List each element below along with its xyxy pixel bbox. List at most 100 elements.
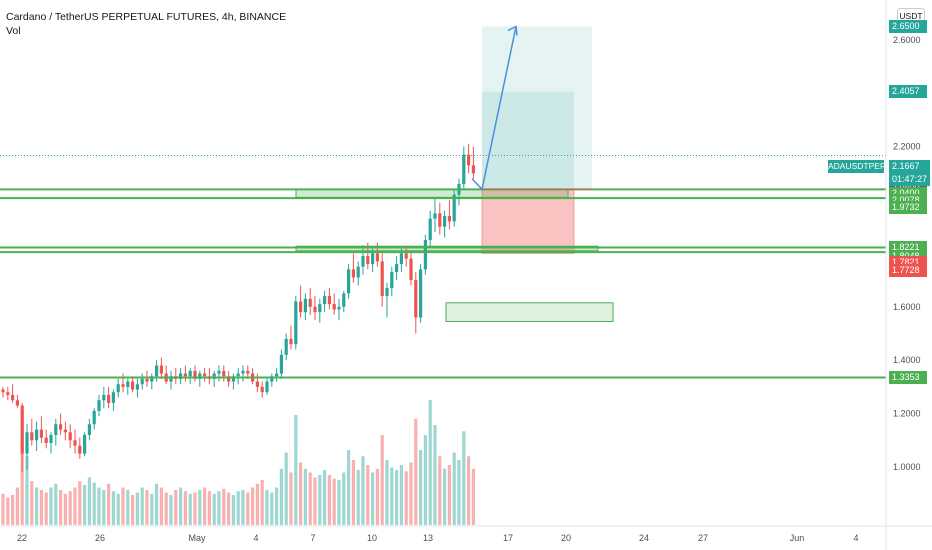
- volume-bar: [265, 490, 269, 525]
- volume-bar: [68, 491, 72, 525]
- candle-body: [246, 370, 250, 374]
- candle-body: [385, 288, 389, 297]
- price-tag-2-4057: 2.4057: [889, 85, 927, 99]
- candle-body: [159, 365, 163, 374]
- candle-body: [116, 384, 120, 393]
- long-target-2[interactable]: [482, 26, 592, 190]
- candle-body: [102, 394, 106, 401]
- volume-bar: [371, 472, 375, 525]
- volume-bar: [299, 462, 303, 525]
- candle-body: [63, 429, 67, 433]
- volume-bar: [97, 487, 101, 525]
- candle-body: [169, 376, 173, 382]
- time-tick-label: 27: [698, 533, 708, 543]
- horizontal-levels[interactable]: [0, 188, 886, 379]
- candle-body: [78, 445, 82, 454]
- candle-body: [49, 434, 53, 443]
- time-axis[interactable]: 22 26 May 4 7 10 13 17 20 24 27 Jun 4: [17, 533, 859, 543]
- candle-body: [44, 437, 48, 443]
- volume-bar: [356, 470, 360, 525]
- volume-bar: [433, 425, 437, 525]
- volume-bar: [467, 456, 471, 525]
- symbol-title[interactable]: Cardano / TetherUS PERPETUAL FUTURES, 4h…: [6, 11, 287, 23]
- candle-body: [404, 253, 408, 259]
- volume-bar: [231, 495, 235, 525]
- volume-bar: [169, 495, 173, 525]
- price-tag-1-7728: 1.7728: [889, 263, 927, 277]
- volume-bar: [63, 493, 67, 525]
- candle-body: [443, 216, 447, 227]
- volume-bar: [323, 470, 327, 525]
- volume-bar: [49, 487, 53, 525]
- volume-bar: [390, 467, 394, 525]
- candle-body: [356, 266, 360, 278]
- volume-bar: [361, 456, 365, 525]
- candle-body: [275, 373, 279, 377]
- candle-body: [203, 373, 207, 377]
- price-tick-label: 2.6000: [893, 35, 921, 45]
- candle-body: [399, 253, 403, 265]
- candle-body: [97, 400, 101, 411]
- candle-body: [299, 301, 303, 313]
- candle-body: [452, 194, 456, 222]
- volume-bar: [44, 492, 48, 525]
- volume-bar: [203, 487, 207, 525]
- price-tag-2-65: 2.6500: [889, 19, 927, 33]
- volume-bar: [419, 450, 423, 525]
- volume-bar: [438, 456, 442, 525]
- volume-bar: [126, 490, 130, 525]
- time-tick-label: 17: [503, 533, 513, 543]
- time-tick-label: 7: [310, 533, 315, 543]
- candle-body: [332, 304, 336, 310]
- candle-body: [83, 434, 87, 454]
- arrow-path[interactable]: [471, 26, 517, 191]
- volume-bar: [222, 488, 226, 525]
- candle-body: [327, 296, 331, 305]
- volume-bar: [15, 487, 19, 525]
- volume-bar: [54, 483, 58, 525]
- price-axis[interactable]: 2.6000 2.2000 1.6000 1.4000 1.2000 1.0000: [893, 35, 921, 472]
- candle-body: [423, 240, 427, 270]
- volume-indicator-label[interactable]: Vol: [6, 25, 21, 37]
- volume-bar: [399, 465, 403, 525]
- resistance-zone-1[interactable]: [295, 188, 569, 198]
- candle-body: [150, 376, 154, 382]
- long-target-1[interactable]: [482, 91, 574, 190]
- volume-bar: [279, 468, 283, 525]
- demand-zone[interactable]: [445, 302, 614, 322]
- volume-bar: [35, 487, 39, 525]
- candle-body: [351, 269, 355, 278]
- volume-bar: [20, 422, 24, 525]
- candle-body: [121, 384, 125, 387]
- candle-body: [255, 381, 259, 387]
- volume-bar: [241, 490, 245, 525]
- volume-bar: [457, 460, 461, 525]
- candle-body: [39, 429, 43, 438]
- arrow-head[interactable]: [507, 25, 518, 36]
- candle-body: [140, 378, 144, 385]
- volume-bar: [236, 491, 240, 525]
- candle-body: [15, 400, 19, 406]
- stop-loss[interactable]: [481, 188, 575, 254]
- time-tick-label: 20: [561, 533, 571, 543]
- volume-bar: [6, 497, 10, 525]
- volume-bar: [179, 487, 183, 525]
- candle-body: [222, 370, 226, 377]
- candle-body: [347, 269, 351, 294]
- projection-arrow[interactable]: [471, 25, 518, 191]
- volume-bar: [351, 460, 355, 525]
- volume-bar: [87, 477, 91, 525]
- volume-bar: [30, 481, 34, 525]
- price-tick-label: 2.2000: [893, 142, 921, 152]
- candle-body: [217, 370, 221, 374]
- volume-bar: [289, 472, 293, 525]
- volume-bar: [116, 493, 120, 525]
- candle-body: [395, 264, 399, 273]
- candle-body: [126, 381, 130, 387]
- candle-body: [231, 376, 235, 382]
- candle-body: [313, 306, 317, 313]
- candle-body: [433, 213, 437, 219]
